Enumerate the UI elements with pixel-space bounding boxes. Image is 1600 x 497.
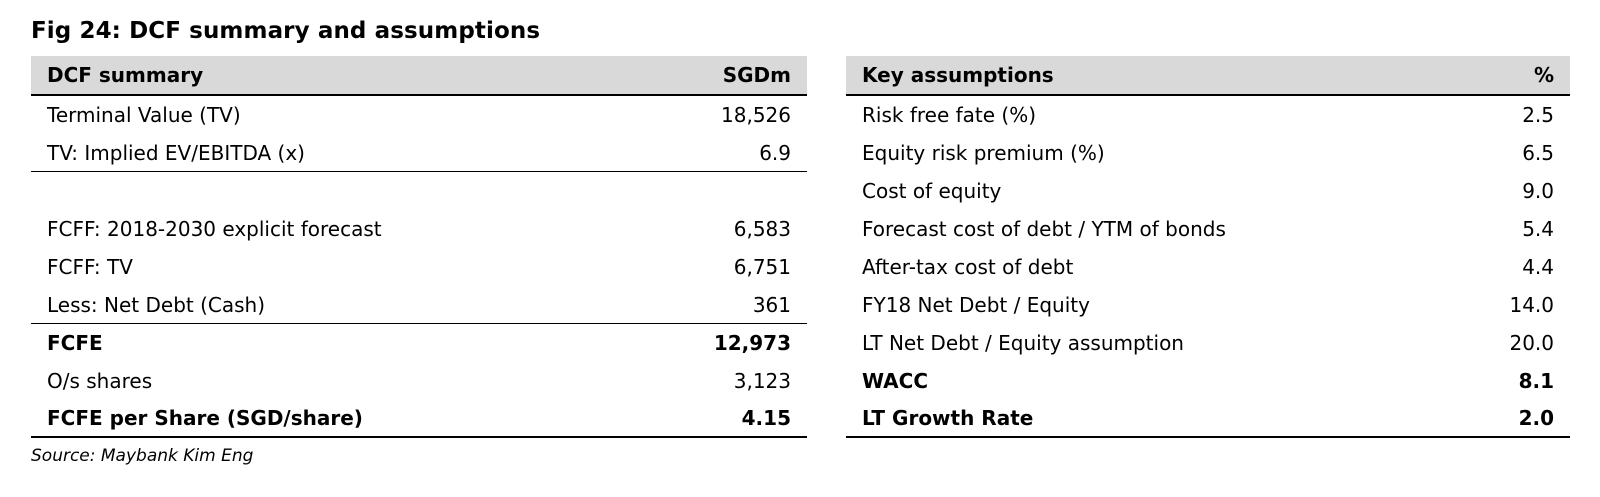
dcf-summary-header-unit: SGDm	[722, 63, 791, 87]
row-value: 4.4	[1522, 255, 1554, 279]
table-row: Less: Net Debt (Cash) 361	[31, 286, 807, 324]
row-label: Cost of equity	[862, 179, 1002, 203]
row-label: FCFF: TV	[47, 255, 133, 279]
row-label: Forecast cost of debt / YTM of bonds	[862, 217, 1226, 241]
row-value: 6.9	[759, 140, 791, 165]
source-note: Source: Maybank Kim Eng	[31, 446, 254, 466]
table-row: FY18 Net Debt / Equity 14.0	[846, 286, 1570, 324]
row-label: Terminal Value (TV)	[47, 103, 241, 127]
row-value: 2.0	[1518, 406, 1554, 430]
table-row: Forecast cost of debt / YTM of bonds 5.4	[846, 210, 1570, 248]
key-assumptions-table: Key assumptions % Risk free fate (%) 2.5…	[846, 56, 1570, 438]
table-row: Cost of equity 9.0	[846, 172, 1570, 210]
row-label: FCFE per Share (SGD/share)	[47, 406, 363, 430]
row-value: 8.1	[1518, 369, 1554, 393]
row-value: 12,973	[713, 331, 791, 355]
row-value: 14.0	[1509, 293, 1554, 317]
row-value: 6,583	[733, 217, 791, 241]
row-value: 5.4	[1522, 217, 1554, 241]
figure-title: Fig 24: DCF summary and assumptions	[31, 18, 541, 44]
key-assumptions-header-unit: %	[1533, 63, 1554, 87]
row-label: FCFF: 2018-2030 explicit forecast	[47, 217, 382, 241]
table-row: Terminal Value (TV) 18,526	[31, 96, 807, 134]
row-value: 6,751	[733, 255, 791, 279]
row-label: Equity risk premium (%)	[862, 141, 1105, 165]
dcf-summary-header: DCF summary SGDm	[31, 56, 807, 96]
table-row: FCFE per Share (SGD/share) 4.15	[31, 400, 807, 438]
row-label: LT Growth Rate	[862, 406, 1034, 430]
row-value: 18,526	[721, 103, 791, 127]
row-label: After-tax cost of debt	[862, 255, 1074, 279]
table-row: FCFF: 2018-2030 explicit forecast 6,583	[31, 210, 807, 248]
table-row: After-tax cost of debt 4.4	[846, 248, 1570, 286]
dcf-summary-header-label: DCF summary	[47, 63, 204, 87]
row-value: 9.0	[1522, 179, 1554, 203]
table-row: WACC 8.1	[846, 362, 1570, 400]
table-row: TV: Implied EV/EBITDA (x) 6.9	[31, 134, 807, 172]
row-label: FCFE	[47, 331, 103, 355]
table-row: LT Growth Rate 2.0	[846, 400, 1570, 438]
row-label: FY18 Net Debt / Equity	[862, 293, 1090, 317]
row-label: WACC	[862, 369, 928, 393]
table-row: O/s shares 3,123	[31, 362, 807, 400]
row-label: LT Net Debt / Equity assumption	[862, 331, 1184, 355]
row-value: 6.5	[1522, 141, 1554, 165]
row-label: Risk free fate (%)	[862, 103, 1037, 127]
row-value: 3,123	[733, 369, 791, 393]
row-value: 20.0	[1509, 331, 1554, 355]
table-row: FCFF: TV 6,751	[31, 248, 807, 286]
table-row: LT Net Debt / Equity assumption 20.0	[846, 324, 1570, 362]
dcf-summary-table: DCF summary SGDm Terminal Value (TV) 18,…	[31, 56, 807, 438]
row-value: 2.5	[1522, 103, 1554, 127]
key-assumptions-header: Key assumptions %	[846, 56, 1570, 96]
key-assumptions-header-label: Key assumptions	[862, 63, 1054, 87]
table-row: FCFE 12,973	[31, 324, 807, 362]
row-label: Less: Net Debt (Cash)	[47, 292, 266, 317]
row-value: 361	[752, 292, 791, 317]
row-label: TV: Implied EV/EBITDA (x)	[47, 140, 305, 165]
spacer-row	[31, 172, 807, 210]
table-row: Equity risk premium (%) 6.5	[846, 134, 1570, 172]
row-value: 4.15	[741, 406, 791, 430]
row-label: O/s shares	[47, 369, 153, 393]
table-row: Risk free fate (%) 2.5	[846, 96, 1570, 134]
